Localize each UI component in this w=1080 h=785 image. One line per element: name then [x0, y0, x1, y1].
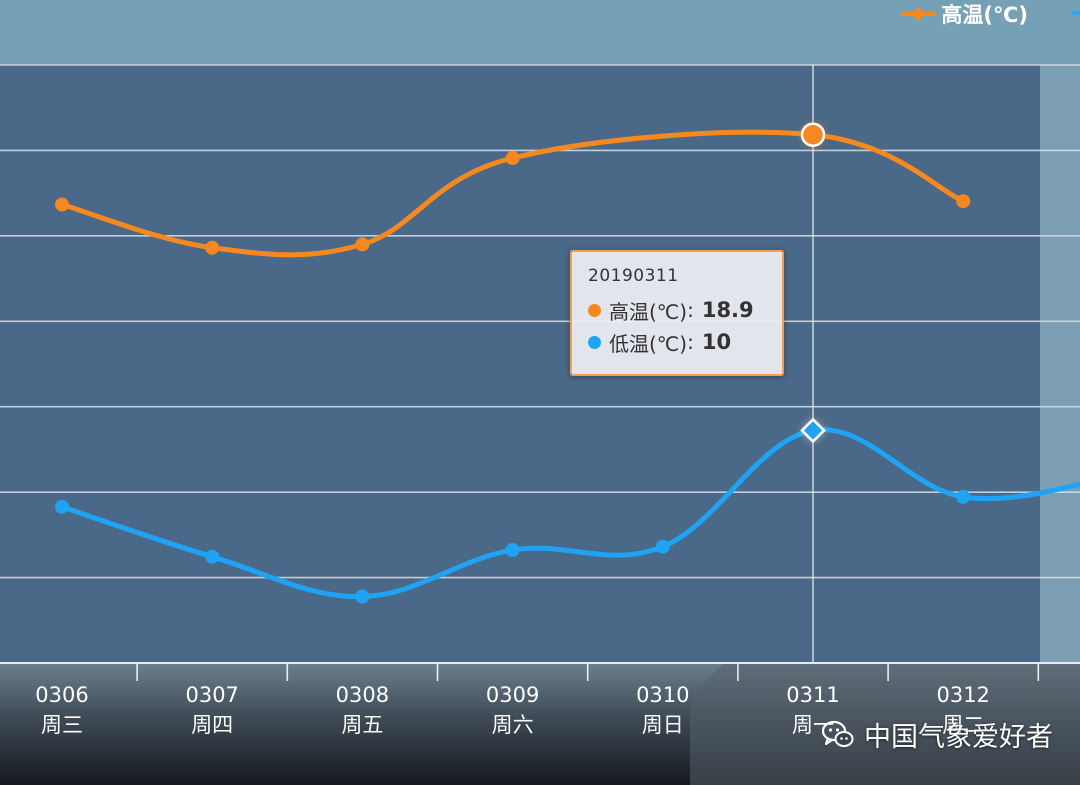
data-point-high[interactable]: [55, 197, 69, 212]
tooltip: 20190311 高温(℃) : 18.9 低温(℃) : 10: [570, 250, 784, 376]
x-tick-label-date: 0310: [636, 683, 689, 707]
data-point-high[interactable]: [956, 194, 971, 209]
tooltip-dot-low: [588, 335, 601, 349]
data-point-high-highlight[interactable]: [800, 122, 826, 148]
x-tick-label-weekday: 周二: [942, 713, 984, 737]
data-point-high[interactable]: [505, 151, 520, 166]
data-point-low[interactable]: [655, 539, 670, 554]
top-background: [0, 0, 1080, 65]
legend[interactable]: 高温(℃): [901, 0, 1028, 28]
wechat-icon: [822, 720, 854, 747]
data-point-low[interactable]: [355, 589, 370, 604]
tooltip-dot-high: [588, 303, 601, 317]
data-point-low-highlight[interactable]: [800, 417, 826, 444]
data-point-low[interactable]: [205, 549, 220, 564]
watermark: 中国气象爱好者: [822, 714, 1053, 754]
series-line-low: [59, 427, 1080, 600]
x-tick-label-weekday: 周六: [492, 713, 534, 737]
data-point-low[interactable]: [55, 499, 69, 514]
x-tick-label-weekday: 周三: [41, 713, 83, 737]
data-point-low[interactable]: [956, 489, 971, 504]
data-point-high[interactable]: [205, 240, 220, 255]
x-tick-label-date: 0308: [336, 683, 389, 707]
x-tick-label-weekday: 周五: [341, 713, 383, 737]
plot-background: [0, 65, 1040, 663]
x-tick-label-date: 0309: [486, 683, 539, 707]
orange-line-diamond-icon: [901, 7, 936, 21]
x-tick-label-weekday: 周日: [642, 713, 684, 737]
x-tick-label-weekday: 周四: [191, 713, 233, 737]
tooltip-row-low: 低温(℃) : 10: [588, 326, 766, 358]
tooltip-value-low: 10: [701, 330, 732, 354]
tooltip-label-high: 高温(℃): [609, 299, 688, 324]
x-tick-label-date: 0306: [35, 683, 88, 707]
data-point-low[interactable]: [505, 543, 520, 558]
legend-label-high: 高温(℃): [941, 3, 1028, 27]
legend-blue-line-stub[interactable]: [1072, 11, 1080, 15]
x-tick-label-date: 0307: [185, 683, 238, 707]
x-tick-label-date: 0311: [786, 683, 839, 707]
tooltip-date: 20190311: [588, 266, 679, 286]
plot-right-strip: [1040, 65, 1080, 663]
tooltip-value-high: 18.9: [701, 298, 754, 322]
tooltip-row-high: 高温(℃) : 18.9: [588, 294, 766, 326]
watermark-text: 中国气象爱好者: [864, 721, 1053, 753]
tooltip-label-low: 低温(℃): [609, 331, 688, 356]
data-point-high[interactable]: [355, 237, 370, 252]
x-tick-label-date: 0312: [936, 683, 989, 707]
